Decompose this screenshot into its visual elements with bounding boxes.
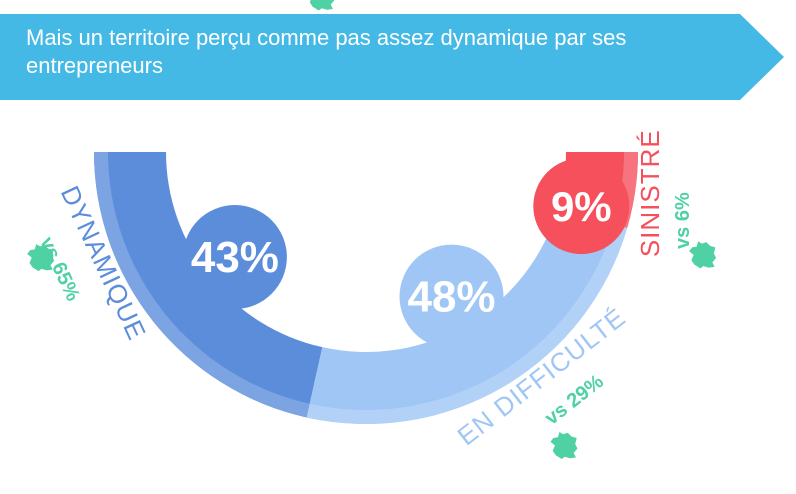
header-banner — [0, 14, 784, 100]
france-map-icon — [550, 431, 578, 459]
value-label: 9% — [551, 183, 612, 230]
page-title: Mais un territoire perçu comme pas assez… — [26, 25, 627, 78]
value-label: 43% — [191, 233, 279, 282]
slice-en-difficulté — [306, 207, 628, 424]
header-arrow-shape — [0, 14, 784, 100]
bubble-circle — [533, 158, 630, 255]
france-map-icon — [307, 0, 335, 11]
comparison-label: vs 6% — [672, 192, 694, 249]
category-label: SINISTRÉ — [635, 129, 665, 257]
slice-rim — [94, 152, 310, 418]
bubble-circle — [182, 205, 287, 310]
value-label: 48% — [407, 273, 495, 322]
bubble-0: 43% — [182, 205, 287, 310]
value-bubbles: 43% 48% 9% — [182, 158, 630, 349]
slice-rim — [306, 223, 628, 424]
bubble-circle — [399, 244, 504, 349]
bubble-1: 48% — [399, 244, 504, 349]
bubble-2: 9% — [533, 158, 630, 255]
